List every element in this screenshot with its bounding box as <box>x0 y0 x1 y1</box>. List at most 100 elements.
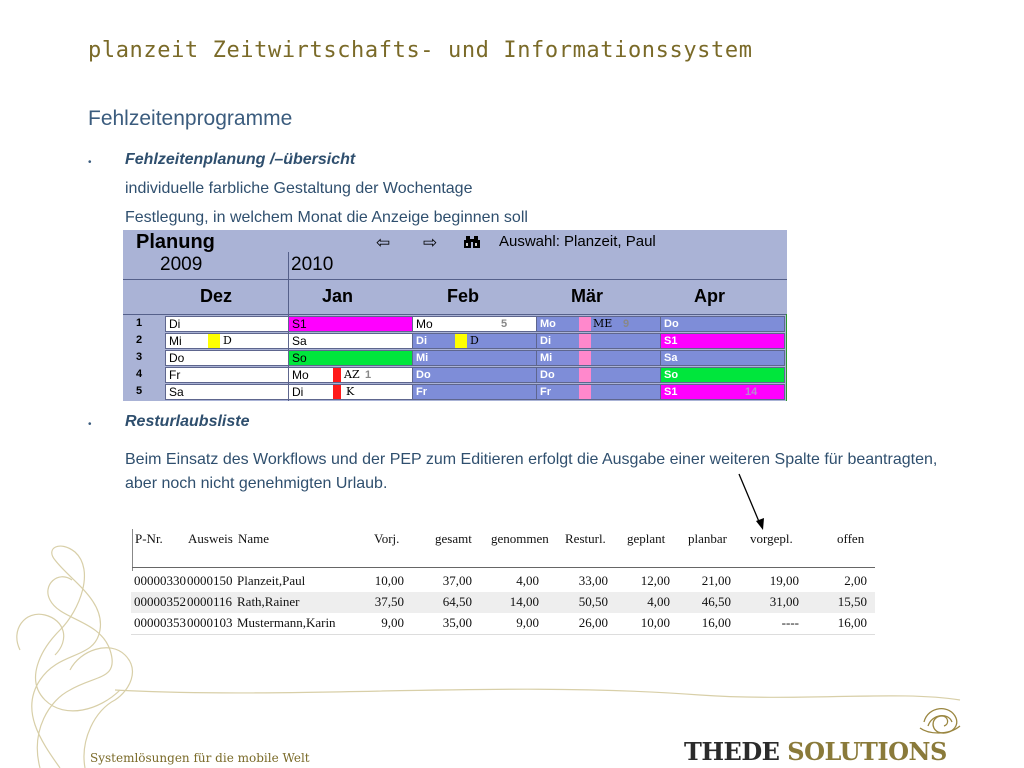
table-row[interactable]: 00000352 0000116 Rath,Rainer 37,50 64,50 14,0… <box>131 592 875 614</box>
day-cell[interactable]: Do <box>536 367 661 383</box>
day-cell[interactable]: S1 14 <box>660 384 785 400</box>
table-cell: 9,00 <box>516 615 539 630</box>
table-cell: 64,50 <box>442 594 472 609</box>
day-cell[interactable]: Di <box>165 316 289 332</box>
absence-marker-pink <box>579 317 591 331</box>
day-cell[interactable]: Fr <box>412 384 537 400</box>
planung-selection: Auswahl: Planzeit, Paul <box>499 233 656 250</box>
pointer-arrow <box>738 473 764 530</box>
brand-name-part2: SOLUTIONS <box>787 737 947 766</box>
day-cell[interactable]: S1 <box>660 333 785 349</box>
table-cell: 37,00 <box>442 573 472 588</box>
table-cell: 15,50 <box>837 594 867 609</box>
day-cell[interactable]: Sa <box>288 333 413 349</box>
col-header: offen <box>837 531 865 546</box>
table-cell: 00000353 <box>134 615 186 630</box>
day-cell[interactable]: Sa <box>660 350 785 366</box>
absence-marker-yellow <box>455 334 467 348</box>
col-header: Vorj. <box>374 531 400 546</box>
day-cell[interactable]: Di K <box>288 384 413 400</box>
day-cell[interactable]: Mi <box>536 350 661 366</box>
arrow-right-icon[interactable]: ⇨ <box>423 233 438 252</box>
footer-tagline: Systemlösungen für die mobile Welt <box>90 751 310 765</box>
month-dez: Dez <box>200 286 233 306</box>
row-number: 4 <box>136 368 143 380</box>
absence-code: K <box>346 385 355 398</box>
table-cell: 31,00 <box>769 594 799 609</box>
table-cell: 46,50 <box>701 594 731 609</box>
day-cell[interactable]: Do <box>412 367 537 383</box>
day-cell[interactable]: Di <box>536 333 661 349</box>
table-cell: 0000103 <box>187 615 233 630</box>
arrow-left-icon[interactable]: ⇦ <box>376 233 391 252</box>
day-cell[interactable]: Mo 5 <box>412 316 537 332</box>
day-cell[interactable]: Mo ME 9 <box>536 316 661 332</box>
table-row[interactable]: 00000353 0000103 Mustermann,Karin 9,00 35,00… <box>131 613 875 635</box>
table-cell: 0000150 <box>187 573 233 588</box>
col-header: geplant <box>627 531 666 546</box>
bullet-dot-icon: • <box>88 157 92 168</box>
day-cell[interactable]: So <box>660 367 785 383</box>
row-number: 2 <box>136 334 143 346</box>
day-cell[interactable]: Mi D <box>165 333 289 349</box>
table-cell: Mustermann,Karin <box>237 615 336 630</box>
day-cell[interactable]: S1 <box>288 316 413 332</box>
table-cell: 16,00 <box>701 615 731 630</box>
col-header: gesamt <box>435 531 472 546</box>
absence-marker-pink <box>579 385 591 399</box>
table-cell: Planzeit,Paul <box>237 573 306 588</box>
absence-code: D <box>470 334 479 347</box>
table-cell: 50,50 <box>578 594 608 609</box>
brand-swirl-icon <box>919 708 961 734</box>
day-cell[interactable]: Do <box>660 316 785 332</box>
col-header: vorgepl. <box>750 531 793 546</box>
month-maer: Mär <box>571 286 604 306</box>
table-cell: 33,00 <box>578 573 608 588</box>
brand-name-part1: THEDE <box>684 737 780 766</box>
table-cell: 00000352 <box>134 594 186 609</box>
section2-paragraph: Beim Einsatz des Workflows und der PEP z… <box>125 451 938 492</box>
month-feb: Feb <box>447 286 480 306</box>
section1-line-1: individuelle farbliche Gestaltung der Wo… <box>125 180 473 197</box>
absence-count: 5 <box>501 318 508 330</box>
page-title: planzeit Zeitwirtschafts- und Informatio… <box>88 38 753 63</box>
table-cell: ---- <box>781 615 799 630</box>
day-cell[interactable]: So <box>288 350 413 366</box>
absence-code: D <box>223 334 232 347</box>
day-cell[interactable]: Mo AZ 1 <box>288 367 413 383</box>
absence-marker-yellow <box>208 334 220 348</box>
table-cell: 19,00 <box>769 573 799 588</box>
bullet-dot-icon: • <box>88 419 92 430</box>
col-header: planbar <box>688 531 727 546</box>
row-number: 5 <box>136 385 143 397</box>
absence-code: ME <box>593 317 613 330</box>
section1-line-2: Festlegung, in welchem Monat die Anzeige… <box>125 209 528 226</box>
absence-code: AZ <box>344 368 360 381</box>
resturlaub-table: P-Nr. Ausweis Name Vorj. gesamt genommen… <box>131 529 875 635</box>
table-cell: 0000116 <box>187 594 233 609</box>
row-number: 1 <box>136 317 143 329</box>
section-subtitle: Fehlzeitenprogramme <box>88 107 293 130</box>
brand-logo: THEDE SOLUTIONS <box>684 737 947 766</box>
day-cell[interactable]: Sa <box>165 384 289 400</box>
day-cell[interactable]: Do <box>165 350 289 366</box>
absence-marker-pink <box>579 368 591 382</box>
table-cell: 00000330 <box>134 573 186 588</box>
binoculars-icon[interactable] <box>464 236 480 249</box>
table-cell: 4,00 <box>647 594 670 609</box>
table-cell: 35,00 <box>442 615 472 630</box>
table-cell: 16,00 <box>837 615 867 630</box>
table-cell: 14,00 <box>509 594 539 609</box>
table-cell: 4,00 <box>516 573 539 588</box>
table-cell: 9,00 <box>381 615 404 630</box>
table-cell: Rath,Rainer <box>237 594 300 609</box>
absence-marker-pink <box>579 334 591 348</box>
table-cell: 10,00 <box>640 615 670 630</box>
day-cell[interactable]: Fr <box>536 384 661 400</box>
day-cell[interactable]: Fr <box>165 367 289 383</box>
day-cell[interactable]: Mi <box>412 350 537 366</box>
col-header: Ausweis <box>188 531 233 546</box>
day-cell[interactable]: Di D <box>412 333 537 349</box>
table-row[interactable]: 00000330 0000150 Planzeit,Paul 10,00 37,00 4,… <box>131 571 875 593</box>
absence-marker-pink <box>579 351 591 365</box>
